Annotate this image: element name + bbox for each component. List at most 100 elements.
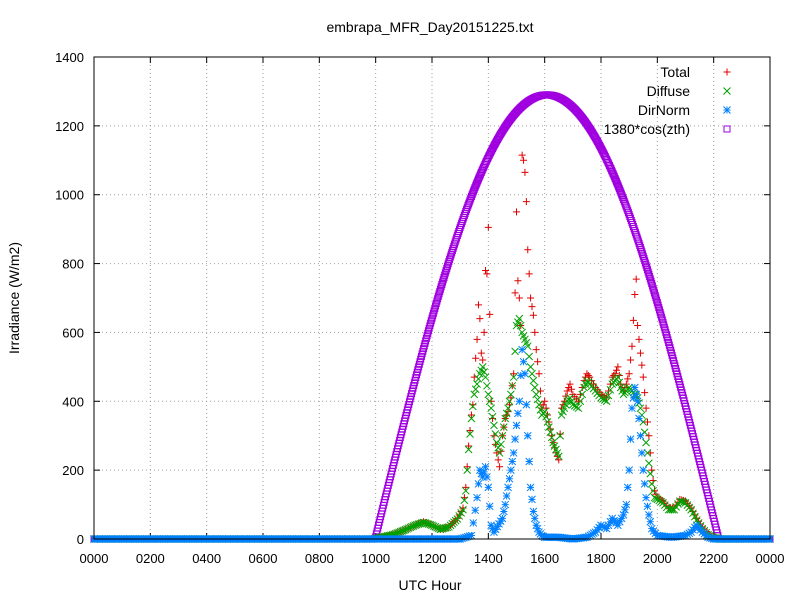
dirnorm-point — [521, 369, 529, 378]
diffuse-point — [532, 390, 541, 399]
dirnorm-point — [635, 414, 643, 423]
dirnorm-point — [480, 468, 488, 476]
legend-label: Diffuse — [647, 83, 691, 99]
total-point — [472, 354, 480, 362]
diffuse-point — [464, 445, 473, 454]
diffuse-point — [528, 369, 536, 378]
cos-zth-point — [466, 196, 474, 204]
cos-zth-point — [448, 249, 456, 257]
total-point — [524, 246, 532, 254]
cos-zth-point — [429, 312, 437, 320]
cos-zth-point — [445, 258, 453, 266]
total-point — [628, 342, 636, 350]
dirnorm-point — [473, 493, 481, 502]
diffuse-point — [576, 397, 585, 406]
total-point — [645, 432, 653, 440]
total-point — [527, 294, 535, 302]
total-point — [584, 371, 592, 379]
cos-zth-point — [646, 275, 654, 283]
cos-zth-point — [653, 299, 661, 307]
dirnorm-point — [511, 435, 519, 444]
x-tick-label: 0000 — [756, 551, 785, 566]
total-point — [651, 487, 659, 495]
dirnorm-point — [681, 531, 690, 540]
dirnorm-point — [522, 400, 531, 409]
total-point — [479, 356, 487, 364]
diffuse-point — [556, 431, 565, 440]
diffuse-point — [666, 505, 675, 514]
diffuse-point — [597, 393, 605, 402]
diffuse-point — [615, 378, 624, 387]
x-tick-label: 1200 — [418, 551, 447, 566]
diffuse-point — [664, 505, 673, 514]
x-tick-label: 0800 — [305, 551, 334, 566]
diffuse-point — [602, 397, 611, 406]
total-point — [515, 294, 523, 302]
diffuse-point — [540, 407, 549, 416]
dirnorm-point — [498, 514, 507, 523]
total-point — [465, 442, 473, 450]
total-point — [487, 397, 495, 405]
total-point — [625, 370, 633, 378]
cos-zth-point — [467, 194, 475, 202]
diffuse-point — [466, 430, 474, 438]
cos-zth-point — [651, 289, 659, 297]
diffuse-point — [498, 431, 507, 440]
legend-label: 1380*cos(zth) — [604, 121, 690, 137]
y-tick-label: 1200 — [55, 119, 84, 134]
dirnorm-point — [685, 529, 694, 538]
cos-zth-point — [651, 291, 659, 299]
total-point — [624, 375, 632, 383]
y-tick-label: 200 — [62, 463, 84, 478]
dirnorm-point — [504, 483, 512, 492]
diffuse-point — [467, 414, 476, 423]
dirnorm-point — [463, 532, 472, 541]
dirnorm-point — [512, 421, 521, 430]
diffuse-point — [523, 342, 532, 351]
total-point — [525, 270, 533, 278]
cos-zth-point — [467, 193, 475, 201]
x-tick-label: 0600 — [249, 551, 278, 566]
dirnorm-point — [501, 500, 510, 509]
dirnorm-point — [502, 492, 511, 500]
diffuse-point — [516, 321, 525, 330]
diffuse-point — [483, 381, 491, 390]
diffuse-point — [509, 373, 518, 382]
diffuse-point — [572, 403, 581, 411]
dirnorm-point — [640, 480, 649, 488]
diffuse-point — [480, 368, 488, 376]
cos-zth-point — [644, 268, 652, 276]
total-point — [631, 291, 639, 299]
diffuse-point — [499, 423, 508, 431]
diffuse-point — [604, 391, 613, 400]
cos-zth-point — [655, 306, 663, 314]
total-point — [477, 349, 485, 357]
diffuse-point — [653, 495, 662, 504]
cos-zth-point — [469, 189, 477, 197]
total-point — [510, 370, 518, 378]
cos-zth-point — [654, 301, 662, 309]
dirnorm-point — [645, 511, 653, 519]
y-tick-label: 0 — [77, 532, 84, 547]
x-tick-label: 1000 — [361, 551, 390, 566]
dirnorm-point — [487, 521, 496, 530]
total-point — [635, 335, 643, 343]
total-point — [520, 156, 528, 164]
diffuse-point — [484, 390, 493, 399]
y-tick-label: 1400 — [55, 50, 84, 65]
dirnorm-point — [622, 500, 631, 509]
diffuse-point — [460, 496, 469, 505]
diffuse-point — [443, 523, 452, 532]
dirnorm-point — [606, 517, 615, 526]
diffuse-point — [542, 412, 550, 421]
cos-zth-point — [655, 303, 663, 311]
total-point — [614, 363, 622, 371]
total-point — [513, 208, 520, 216]
total-point — [521, 168, 529, 176]
cos-zth-point — [435, 290, 443, 298]
cos-zth-point — [615, 185, 623, 193]
cos-zth-point — [441, 269, 449, 277]
dirnorm-point — [474, 480, 483, 488]
dirnorm-point — [532, 521, 541, 530]
cos-zth-point — [641, 257, 649, 265]
